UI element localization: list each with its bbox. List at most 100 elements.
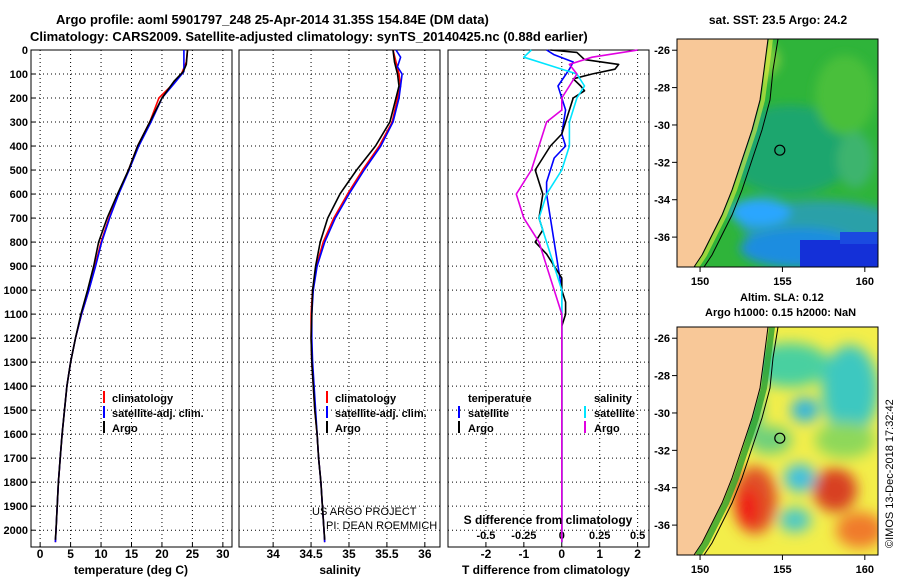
title-line-1: Argo profile: aoml 5901797_248 25-Apr-20… bbox=[56, 12, 489, 27]
x-tick-label: 34 bbox=[266, 547, 280, 561]
salinity-lines bbox=[310, 49, 403, 543]
lat-tick-label: -32 bbox=[654, 445, 670, 457]
depth-tick-label: 200 bbox=[10, 93, 28, 105]
depth-tick-label: 400 bbox=[10, 141, 28, 153]
salinity-axes-box bbox=[238, 49, 441, 548]
series-line-salinity-argo bbox=[515, 49, 638, 543]
depth-tick-label: 2000 bbox=[4, 525, 28, 537]
depth-tick-label: 1300 bbox=[4, 357, 28, 369]
x-tick-label: 5 bbox=[67, 547, 74, 561]
lon-tick-label: 150 bbox=[691, 276, 709, 288]
legend-swatch-argo bbox=[326, 421, 328, 433]
difference-grid bbox=[448, 49, 649, 547]
legend-swatch-s-argo bbox=[584, 421, 586, 433]
lat-tick-label: -34 bbox=[654, 195, 671, 207]
depth-tick-label: 0 bbox=[22, 45, 28, 57]
legend-swatch-t-argo bbox=[458, 421, 460, 433]
x-tick-label: 30 bbox=[216, 547, 230, 561]
t-difference-xlabel: T difference from climatology bbox=[462, 563, 630, 577]
sst-map-image bbox=[677, 39, 878, 267]
temperature-grid bbox=[31, 49, 232, 547]
salinity-xlabel: salinity bbox=[319, 563, 361, 577]
sst-lat-ticks: -26 -28 -30 -32 -34 -36 bbox=[654, 45, 677, 244]
series-line-argo bbox=[54, 49, 189, 540]
legend-swatch-satellite bbox=[326, 406, 328, 418]
salinity-x-ticks: 34 34.5 35 35.5 36 bbox=[266, 543, 432, 561]
legend-title-salinity: salinity bbox=[594, 393, 633, 405]
project-credit-line-1: US ARGO PROJECT bbox=[312, 506, 417, 518]
depth-tick-label: 300 bbox=[10, 117, 28, 129]
x-tick-label: 0 bbox=[558, 547, 565, 561]
legend-label-argo: Argo bbox=[335, 423, 361, 435]
legend-label-argo: Argo bbox=[112, 423, 138, 435]
lat-tick-label: -36 bbox=[654, 520, 670, 532]
lat-tick-label: -34 bbox=[654, 483, 671, 495]
lat-tick-label: -32 bbox=[654, 157, 670, 169]
difference-legend: temperature satellite Argo salinity sate… bbox=[458, 393, 635, 435]
lat-tick-label: -30 bbox=[654, 120, 670, 132]
legend-swatch-satellite bbox=[103, 406, 105, 418]
series-line-temperature-argo bbox=[534, 49, 620, 543]
difference-axes-box bbox=[447, 49, 650, 548]
depth-tick-label: 1900 bbox=[4, 501, 28, 513]
sst-map-panel: sat. SST: 23.5 Argo: 24.2 -26 -28 -30 -32 -3… bbox=[654, 13, 879, 288]
x-tick-label: 0 bbox=[37, 547, 44, 561]
temperature-legend: climatology satellite-adj. clim. Argo bbox=[103, 391, 204, 435]
lon-tick-label: 155 bbox=[773, 564, 791, 576]
salinity-legend: climatology satellite-adj. clim. Argo bbox=[326, 391, 427, 435]
sla-lat-ticks: -26 -28 -30 -32 -34 -36 bbox=[654, 333, 677, 532]
temperature-panel: 0100200300400500600700800900100011001200… bbox=[4, 45, 233, 577]
difference-lines bbox=[515, 49, 638, 543]
s-difference-label: S difference from climatology bbox=[464, 513, 633, 527]
lat-tick-label: -28 bbox=[654, 83, 670, 95]
depth-tick-label: 1500 bbox=[4, 405, 28, 417]
x-tick-label: 36 bbox=[418, 547, 432, 561]
x-tick-label: 35 bbox=[342, 547, 356, 561]
legend-swatch-climatology bbox=[103, 391, 105, 403]
sla-map-title-line-2: Argo h1000: 0.15 h2000: NaN bbox=[705, 307, 856, 319]
s-tick-label: 0.5 bbox=[630, 530, 645, 542]
x-tick-label: 1 bbox=[596, 547, 603, 561]
series-line-argo bbox=[310, 49, 400, 540]
depth-tick-label: 500 bbox=[10, 165, 28, 177]
sst-lon-ticks: 150 155 160 bbox=[691, 267, 874, 288]
sla-map-frame bbox=[676, 326, 879, 556]
lat-tick-label: -28 bbox=[654, 371, 670, 383]
lon-tick-label: 150 bbox=[691, 564, 709, 576]
depth-tick-label: 1100 bbox=[4, 309, 28, 321]
x-tick-label: 35.5 bbox=[375, 547, 399, 561]
s-tick-label: -0.5 bbox=[476, 530, 495, 542]
sla-argo-position-marker bbox=[774, 432, 786, 444]
x-tick-label: 2 bbox=[634, 547, 641, 561]
x-tick-label: 20 bbox=[155, 547, 169, 561]
legend-label-t-argo: Argo bbox=[468, 423, 494, 435]
depth-tick-label: 800 bbox=[10, 237, 28, 249]
temperature-xlabel: temperature (deg C) bbox=[74, 563, 188, 577]
difference-panel: -2 -1 0 1 2 -0.5 -0.25 0 0.25 0.5 S difference f… bbox=[447, 49, 650, 577]
x-tick-label: -2 bbox=[481, 547, 492, 561]
x-tick-label: 34.5 bbox=[299, 547, 323, 561]
legend-swatch-s-satellite bbox=[584, 406, 586, 418]
depth-tick-label: 700 bbox=[10, 213, 28, 225]
legend-label-satellite: satellite-adj. clim. bbox=[335, 408, 427, 420]
s-tick-label: 0.25 bbox=[589, 530, 610, 542]
temperature-lines bbox=[54, 49, 189, 543]
sla-map-title-line-1: Altim. SLA: 0.12 bbox=[740, 292, 824, 304]
x-tick-label: 10 bbox=[94, 547, 108, 561]
sla-lon-ticks: 150 155 160 bbox=[691, 555, 874, 576]
project-credit-line-2: PI: DEAN ROEMMICH bbox=[326, 520, 437, 532]
legend-swatch-t-satellite bbox=[458, 406, 460, 418]
legend-label-climatology: climatology bbox=[335, 393, 397, 405]
x-tick-label: 25 bbox=[186, 547, 200, 561]
depth-tick-label: 100 bbox=[10, 69, 28, 81]
depth-tick-label: 1200 bbox=[4, 333, 28, 345]
legend-swatch-climatology bbox=[326, 391, 328, 403]
temperature-depth-ticks: 0 100 200 300 400 500 600 700 800 900 1000 1100 1200… bbox=[4, 45, 35, 537]
sla-map-image bbox=[677, 327, 878, 555]
lat-tick-label: -26 bbox=[654, 333, 670, 345]
salinity-panel: 34 34.5 35 35.5 36 salinity climatology sate… bbox=[238, 49, 441, 577]
title-line-2: Climatology: CARS2009. Satellite-adjuste… bbox=[30, 29, 588, 44]
salinity-grid bbox=[239, 49, 440, 547]
depth-tick-label: 600 bbox=[10, 189, 28, 201]
depth-tick-label: 1400 bbox=[4, 381, 28, 393]
